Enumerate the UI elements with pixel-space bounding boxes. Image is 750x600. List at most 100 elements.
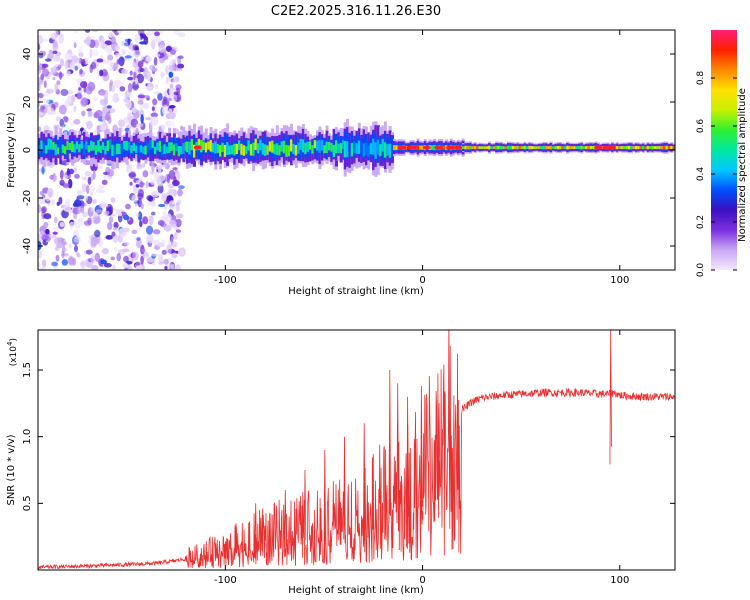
- ridge-cell: [47, 138, 51, 150]
- noise-blob: [38, 261, 41, 270]
- x-tick-label: -100: [214, 275, 237, 286]
- ridge-cell: [320, 140, 324, 151]
- ridge-cell: [325, 141, 329, 154]
- ridge-cell: [92, 141, 96, 151]
- noise-blob: [69, 61, 76, 70]
- ridge-cell: [230, 145, 234, 155]
- ridge-cell: [163, 144, 167, 155]
- noise-blob: [117, 119, 126, 128]
- ridge-cell: [235, 143, 239, 155]
- noise-blob: [150, 39, 156, 50]
- noise-blob: [135, 212, 140, 218]
- noise-blob: [121, 48, 126, 56]
- noise-blob: [48, 49, 54, 60]
- noise-blob: [164, 92, 168, 97]
- noise-blob: [156, 192, 161, 196]
- noise-blob: [98, 122, 107, 132]
- ridge-cell: [573, 146, 577, 150]
- ridge-cell: [514, 146, 518, 150]
- noise-blob: [123, 255, 129, 263]
- noise-blob: [125, 203, 131, 210]
- ridge-cell: [335, 140, 338, 154]
- colorbar-tick-label: 0.4: [696, 167, 706, 182]
- noise-blob: [154, 53, 161, 57]
- noise-blob: [38, 250, 43, 259]
- ridge-cell: [407, 145, 411, 150]
- noise-blob: [122, 262, 129, 269]
- noise-blob: [90, 62, 97, 70]
- noise-blob: [116, 59, 120, 65]
- noise-blob: [49, 110, 58, 115]
- ridge-hot-spot: [434, 145, 443, 150]
- noise-blob: [142, 129, 147, 133]
- ridge-cell: [466, 145, 470, 150]
- noise-blob: [62, 242, 68, 246]
- ridge-cell: [219, 145, 223, 157]
- ridge-cell: [247, 142, 251, 160]
- noise-blob: [58, 35, 65, 44]
- noise-blob: [42, 63, 49, 68]
- snr-frame: [37, 329, 676, 571]
- noise-blob: [73, 105, 77, 113]
- ridge-cell: [497, 145, 501, 150]
- ridge-cell: [242, 145, 246, 156]
- noise-blob: [78, 87, 82, 91]
- noise-blob: [67, 53, 73, 61]
- ridge-cell: [469, 145, 473, 150]
- ridge-cell: [182, 143, 186, 154]
- ridge-cell: [442, 145, 446, 150]
- spectrogram-ylabel: Frequency (Hz): [6, 112, 17, 188]
- noise-blob: [104, 40, 113, 46]
- ridge-cell: [330, 142, 334, 152]
- noise-blob: [137, 60, 144, 69]
- noise-blob: [145, 180, 149, 189]
- snr-series-line: [38, 330, 675, 570]
- noise-blob: [157, 183, 164, 194]
- ridge-cell: [285, 144, 289, 157]
- ridge-cell: [416, 144, 420, 151]
- noise-blob: [45, 104, 53, 108]
- noise-blob: [39, 104, 45, 113]
- noise-blob: [142, 251, 149, 258]
- noise-blob: [157, 92, 163, 102]
- ridge-cell: [38, 145, 41, 154]
- noise-blob: [45, 228, 50, 235]
- noise-blob: [73, 167, 78, 173]
- noise-blob: [43, 213, 52, 220]
- noise-blob: [80, 220, 84, 227]
- noise-blob: [158, 253, 164, 264]
- ridge-cell: [132, 142, 136, 151]
- noise-blob: [100, 89, 105, 93]
- ridge-cell: [332, 134, 336, 155]
- noise-blob: [165, 213, 172, 222]
- y-tick-label: 20: [22, 96, 33, 109]
- ridge-cell: [271, 140, 275, 153]
- ridge-cell: [667, 146, 671, 150]
- ridge-cell: [214, 141, 218, 154]
- noise-blob: [134, 77, 139, 85]
- noise-blob: [84, 171, 92, 177]
- noise-blob: [76, 195, 85, 200]
- noise-blob: [84, 30, 91, 33]
- noise-blob: [79, 261, 86, 267]
- noise-blob: [135, 127, 139, 135]
- noise-blob: [137, 189, 145, 198]
- noise-blob: [100, 203, 109, 208]
- noise-blob: [110, 197, 116, 203]
- noise-blob: [175, 67, 183, 72]
- ridge-cell: [504, 146, 508, 149]
- ridge-cell: [551, 146, 555, 149]
- noise-blob: [152, 229, 161, 235]
- noise-blob: [81, 110, 86, 117]
- ridge-cell: [478, 146, 482, 150]
- noise-blob: [157, 100, 162, 104]
- noise-blob: [138, 110, 145, 115]
- y-tick-label: 40: [22, 48, 33, 61]
- y-tick-label: -40: [22, 238, 33, 254]
- ridge-hot-spot: [193, 145, 202, 150]
- ridge-cell: [511, 145, 515, 150]
- ridge-cell: [245, 146, 249, 155]
- noise-blob: [90, 254, 96, 264]
- noise-blob: [161, 193, 167, 202]
- ridge-cell: [146, 143, 150, 153]
